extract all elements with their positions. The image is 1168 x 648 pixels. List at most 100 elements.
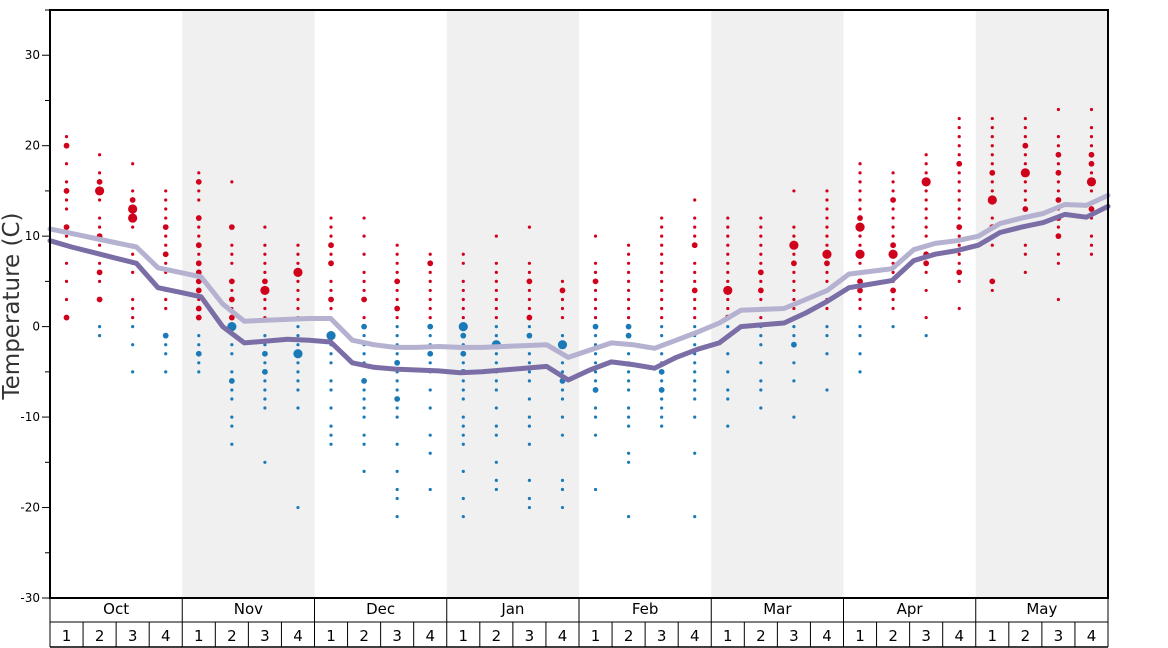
cold-dot (395, 514, 399, 519)
warm-dot (990, 153, 994, 157)
cold-dot (263, 388, 267, 392)
week-label: 3 (1054, 627, 1064, 645)
warm-dot (957, 243, 961, 247)
warm-dot (726, 225, 730, 229)
warm-dot (131, 225, 135, 229)
cold-dot (460, 350, 467, 357)
warm-dot (1089, 252, 1094, 256)
warm-dot (494, 261, 498, 265)
warm-dot (924, 207, 928, 211)
warm-dot (64, 135, 69, 139)
warm-dot (759, 297, 763, 302)
cold-dot (228, 377, 235, 384)
warm-dot (129, 197, 136, 203)
week-label: 4 (425, 627, 435, 645)
cold-dot (791, 341, 797, 348)
warm-dot (329, 216, 333, 220)
cold-dot (428, 388, 432, 392)
warm-dot (427, 260, 434, 267)
cold-dot (197, 334, 201, 338)
warm-dot (461, 288, 465, 293)
cold-dot (494, 478, 498, 482)
warm-dot (825, 306, 829, 311)
warm-dot (626, 315, 631, 320)
warm-dot (857, 287, 863, 294)
warm-dot (858, 297, 862, 302)
cold-dot (329, 442, 333, 446)
warm-dot (957, 198, 961, 202)
warm-dot (296, 243, 300, 247)
cold-dot (560, 505, 565, 510)
warm-dot (1056, 189, 1061, 193)
cold-dot (693, 343, 697, 347)
warm-dot (723, 285, 733, 296)
warm-dot (64, 198, 69, 202)
y-tick-label: -20 (20, 501, 40, 515)
cold-dot (230, 397, 234, 401)
cold-dot (395, 487, 399, 492)
cold-dot (97, 325, 102, 329)
week-label: 4 (558, 627, 568, 645)
cold-dot (164, 352, 168, 356)
warm-dot (494, 234, 498, 238)
warm-dot (693, 198, 697, 202)
cold-dot (593, 334, 598, 338)
cold-dot (329, 424, 333, 428)
warm-dot (131, 306, 135, 311)
warm-dot (1023, 126, 1027, 130)
warm-dot (1056, 225, 1061, 229)
cold-dot (195, 350, 202, 357)
warm-dot (957, 180, 961, 184)
warm-dot (759, 225, 763, 229)
warm-dot (94, 186, 105, 196)
cold-dot (361, 323, 367, 330)
warm-dot (660, 225, 664, 229)
cold-dot (494, 388, 498, 392)
warm-dot (228, 314, 235, 321)
warm-dot (626, 279, 631, 283)
warm-dot (660, 216, 664, 220)
y-tick-label: 20 (25, 139, 40, 153)
cold-dot (560, 433, 565, 437)
cold-dot (230, 442, 234, 446)
warm-dot (97, 261, 102, 265)
cold-dot (593, 352, 598, 356)
warm-dot (64, 234, 69, 238)
cold-dot (197, 361, 201, 365)
warm-dot (792, 189, 796, 193)
cold-dot (197, 343, 201, 347)
warm-dot (858, 162, 862, 166)
warm-dot (957, 116, 961, 121)
cold-dot (759, 343, 763, 347)
month-band-jan (446, 10, 579, 598)
cold-dot (326, 331, 336, 341)
warm-dot (1023, 270, 1027, 274)
warm-dot (263, 252, 267, 256)
warm-dot (957, 126, 961, 130)
cold-dot (527, 370, 532, 374)
warm-dot (726, 252, 730, 256)
week-label: 1 (855, 627, 865, 645)
warm-dot (1022, 142, 1029, 149)
warm-dot (1056, 135, 1061, 139)
warm-dot (592, 278, 599, 285)
warm-dot (527, 306, 532, 311)
cold-dot (527, 505, 532, 510)
cold-dot (726, 388, 730, 392)
warm-dot (1088, 160, 1095, 167)
warm-dot (888, 249, 898, 259)
warm-dot (956, 269, 963, 276)
warm-dot (924, 234, 928, 238)
warm-dot (361, 296, 367, 303)
warm-dot (329, 252, 333, 256)
cold-dot (658, 387, 665, 393)
warm-dot (957, 234, 961, 238)
warm-dot (759, 216, 763, 220)
cold-dot (759, 379, 763, 383)
warm-dot (362, 279, 366, 283)
warm-dot (822, 249, 832, 259)
warm-dot (858, 198, 862, 202)
warm-dot (957, 171, 961, 175)
cold-dot (560, 334, 565, 338)
